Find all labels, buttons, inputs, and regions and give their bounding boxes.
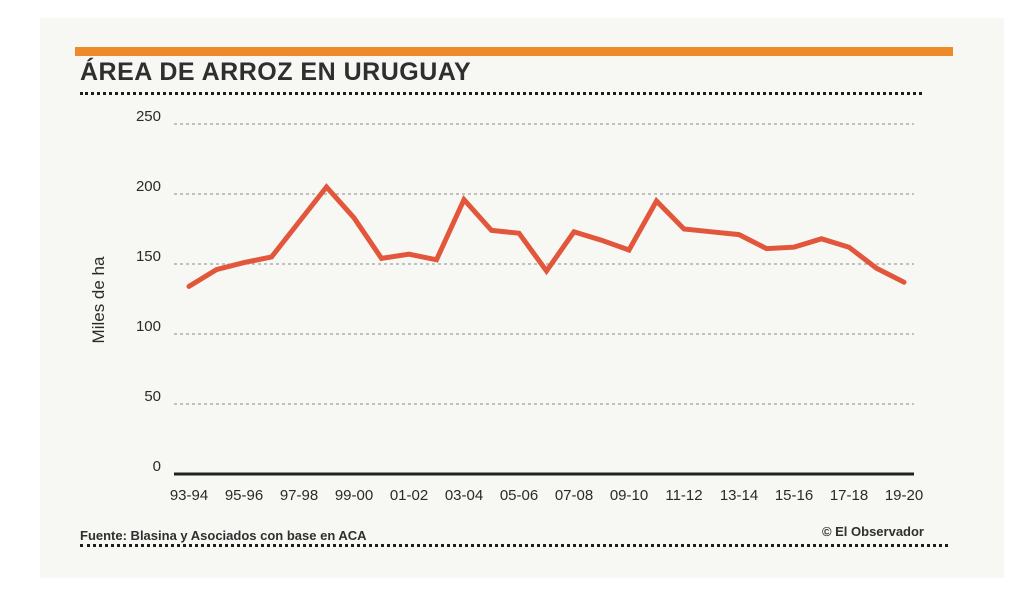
y-tick-50: 50 [144,388,161,405]
x-tick-97-98: 97-98 [280,487,318,504]
x-tick-13-14: 13-14 [720,487,758,504]
series-lines [186,183,907,289]
credit-note: © El Observador [821,524,924,539]
y-axis-label: Miles de ha [89,256,108,343]
x-tick-17-18: 17-18 [830,487,868,504]
chart-title: ÁREA DE ARROZ EN URUGUAY [80,58,472,86]
y-tick-0: 0 [153,458,161,475]
x-tick-93-94: 93-94 [170,487,208,504]
x-tick-05-06: 05-06 [500,487,538,504]
title-divider [80,92,922,95]
series-line-0 [186,183,907,289]
footer-divider [80,544,948,547]
x-tick-99-00: 99-00 [335,487,373,504]
x-tick-09-10: 09-10 [610,487,648,504]
x-tick-labels: 93-94 95-96 97-98 99-00 01-02 03-04 05-06 07-08… [170,487,923,504]
x-tick-11-12: 11-12 [665,487,702,504]
x-tick-07-08: 07-08 [555,487,593,504]
y-tick-100: 100 [136,318,161,335]
x-tick-01-02: 01-02 [390,487,428,504]
x-tick-15-16: 15-16 [775,487,813,504]
source-note: Fuente: Blasina y Asociados con base en … [80,528,367,543]
accent-bar [75,47,953,56]
y-tick-250: 250 [136,108,161,125]
chart-card [40,18,1004,578]
y-tick-150: 150 [136,248,161,265]
x-tick-95-96: 95-96 [225,487,263,504]
y-tick-200: 200 [136,178,161,195]
grid-lines [174,123,914,476]
x-tick-03-04: 03-04 [445,487,483,504]
x-tick-19-20: 19-20 [885,487,923,504]
y-tick-labels: 0 50 100 150 200 250 [136,108,161,475]
